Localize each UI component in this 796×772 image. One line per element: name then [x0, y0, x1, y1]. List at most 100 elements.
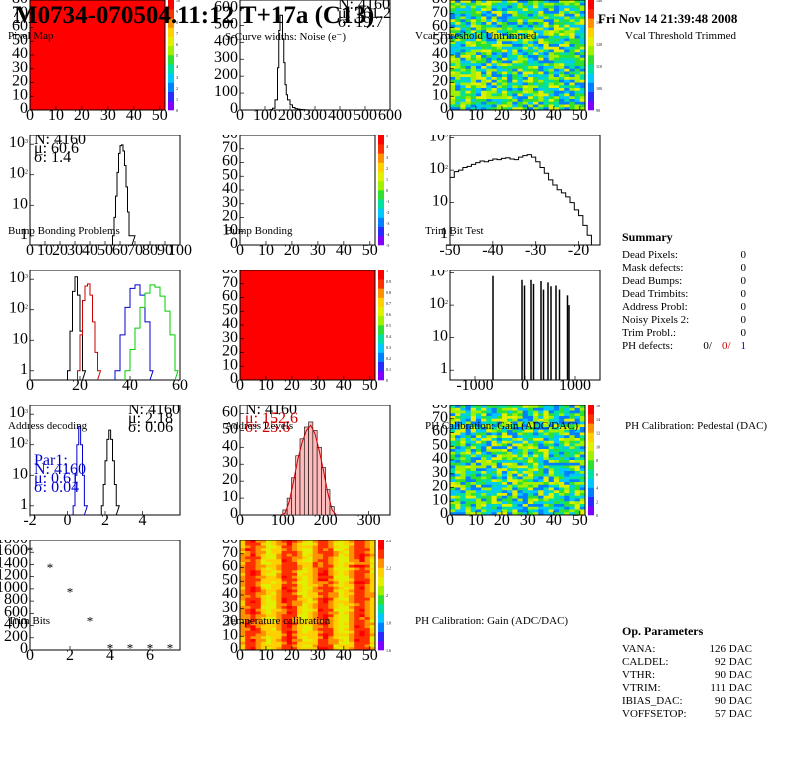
y-tick-label: 1 — [20, 361, 28, 378]
stat-line: μ: 0.61 — [34, 470, 79, 487]
y-tick-label: 10 — [222, 221, 238, 238]
vcal-trimmed-series — [112, 144, 136, 245]
op-param-value: 90 DAC — [715, 669, 752, 681]
y-tick-label: 70 — [222, 139, 238, 156]
y-tick-label: 30 — [432, 464, 448, 481]
op-param-label: VTRIM: — [622, 682, 661, 694]
y-tick-label: 300 — [214, 49, 238, 66]
summary-row: Noisy Pixels 2: 0 — [622, 314, 746, 327]
y-tick-label: 30 — [222, 454, 238, 471]
address-decoding-chart: 00.10.20.30.40.50.60.70.80.910 10 20 30 40 50… — [222, 260, 391, 394]
y-tick-label: 1 — [440, 360, 448, 377]
stat-line: Par1: — [34, 452, 68, 469]
bar — [329, 506, 335, 515]
x-tick-label: 40 — [126, 107, 142, 124]
bump-bonding-title: Bump Bonding — [225, 225, 293, 237]
plot-grid: Pixel Map 0 1 2 3 4 5 6 7 8 9 10 0 10 20 30 40 50 0 10 20 30 4… — [0, 0, 768, 664]
x-tick-label: -40 — [482, 242, 503, 259]
x-tick-label: 80 — [142, 242, 158, 259]
x-tick-label: 50 — [362, 647, 378, 664]
y-tick-label: 50 — [432, 31, 448, 48]
y-tick-label: 0 — [230, 505, 238, 522]
y-tick-label: 103 — [9, 270, 28, 286]
palette-label: 10 — [176, 0, 180, 3]
ph-gain-series-1 — [72, 425, 89, 515]
vcal-untrimmed-title: Vcal Threshold Untrimmed — [415, 30, 537, 42]
y-tick-label: 0 — [230, 640, 238, 657]
y-tick-label: 1000 — [0, 579, 28, 596]
palette-label: 5 — [176, 53, 178, 58]
trim-bit-test-series-3 — [124, 284, 179, 380]
x-tick-label: 40 — [336, 242, 352, 259]
y-tick-label: 1 — [20, 226, 28, 243]
y-tick-label: 60 — [222, 288, 238, 305]
palette-label: 90 — [596, 108, 600, 113]
bar — [312, 430, 318, 515]
bar — [299, 438, 305, 515]
x-tick-label: 4 — [139, 512, 147, 529]
x-tick-label: 100 — [271, 512, 295, 529]
op-param-row: VTHR: 90 DAC — [622, 669, 752, 682]
y-tick-label: 1800 — [0, 540, 28, 547]
stat-line: N: 4160 — [338, 0, 390, 13]
data-point: * — [107, 641, 114, 656]
x-tick-label: 50 — [362, 242, 378, 259]
fit-curve — [280, 424, 337, 515]
y-tick-label: 102 — [429, 295, 448, 312]
x-tick-label: -2 — [23, 512, 36, 529]
op-params-title: Op. Parameters — [622, 624, 704, 638]
x-tick-label: 0 — [26, 107, 34, 124]
x-tick-label: 0 — [26, 242, 34, 259]
summary-title: Summary — [622, 230, 673, 244]
x-tick-label: 10 — [48, 107, 64, 124]
x-tick-label: 70 — [127, 242, 143, 259]
x-tick-label: 60 — [172, 377, 188, 394]
bump-problems-title: Bump Bonding Problems — [8, 225, 120, 237]
y-tick-label: 10 — [222, 626, 238, 643]
y-tick-label: 60 — [432, 423, 448, 440]
x-tick-label: 10 — [37, 242, 53, 259]
bump-bonding-series — [450, 154, 595, 245]
op-param-row: VOFFSETOP: 57 DAC — [622, 708, 752, 721]
trim-bits-chart: 0246810121416010203040500102030405060708… — [432, 395, 600, 529]
y-tick-label: 60 — [222, 405, 238, 420]
op-param-row: VANA: 126 DAC — [622, 643, 752, 656]
x-tick-label: 2 — [101, 512, 109, 529]
x-tick-label: 0 — [236, 512, 244, 529]
x-tick-label: 50 — [97, 242, 113, 259]
ph-defect-value: 0/ — [703, 340, 712, 352]
y-tick-label: 70 — [222, 274, 238, 291]
summary-row-ph: PH defects: 0/0/1 — [622, 340, 746, 353]
summary-ph-values: 0/0/1 — [693, 340, 746, 352]
stat-line: N: 4160 — [128, 405, 180, 418]
op-param-label: VTHR: — [622, 669, 655, 681]
data-point: * — [67, 584, 74, 599]
ph-defect-value: 1 — [740, 340, 747, 352]
palette-label: 8 — [596, 458, 598, 463]
palette-label: 0.9 — [386, 279, 391, 284]
ph-gain-series-0 — [100, 429, 120, 515]
y-tick-label: 10 — [222, 356, 238, 373]
x-tick-label: 30 — [310, 377, 326, 394]
op-param-value: 126 DAC — [709, 643, 752, 655]
palette-label: 0.1 — [386, 367, 391, 372]
stat-line: μ: 60.6 — [34, 140, 79, 157]
ph-pedestal-title: PH Calibration: Pedestal (DAC) — [625, 420, 768, 432]
x-tick-label: 50 — [152, 107, 168, 124]
stat-line: σ: 1.4 — [34, 149, 71, 166]
y-tick-label: 10 — [432, 193, 448, 210]
ph-defect-value: 0/ — [721, 340, 731, 352]
stat-line: σ: 19.7 — [338, 14, 383, 31]
bar — [303, 426, 309, 515]
palette-label: 140 — [596, 0, 602, 3]
y-tick-label: 70 — [12, 4, 28, 21]
stat-line: μ: 152.6 — [245, 410, 298, 427]
x-tick-label: 300 — [303, 107, 327, 124]
ph-gain-title: PH Calibration: Gain (ADC/DAC) — [425, 420, 579, 432]
y-tick-label: 40 — [12, 45, 28, 62]
y-tick-label: 60 — [222, 558, 238, 575]
data-point: * — [87, 614, 94, 629]
noise-series — [267, 14, 311, 110]
